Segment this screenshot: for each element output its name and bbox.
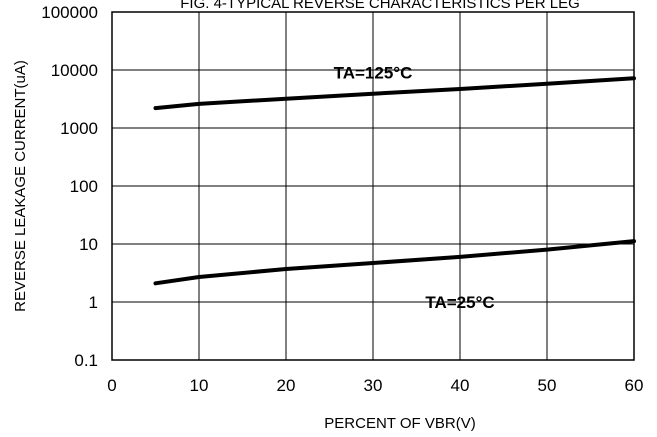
x-tick-label-40: 40 — [451, 376, 470, 395]
series-annotation-0: TA=125°C — [334, 64, 413, 83]
y-tick-label-0.1: 0.1 — [74, 351, 98, 370]
plot-frame — [111, 11, 635, 361]
x-tick-label-20: 20 — [277, 376, 296, 395]
x-tick-label-60: 60 — [625, 376, 644, 395]
y-tick-label-1000: 1000 — [60, 119, 98, 138]
series-layer — [153, 76, 636, 286]
x-axis-title: PERCENT OF VBR(V) — [324, 415, 475, 432]
y-tick-label-1: 1 — [89, 293, 98, 312]
chart-title: FIG. 4-TYPICAL REVERSE CHARACTERISTICS P… — [180, 0, 580, 12]
series-annotation-1: TA=25°C — [425, 293, 494, 312]
x-tick-label-10: 10 — [190, 376, 209, 395]
tick-labels: 0 10 20 30 40 50 60 0.1 1 10 100 1000 10000 100000 — [41, 3, 643, 395]
y-tick-label-100: 100 — [70, 177, 98, 196]
x-tick-label-30: 30 — [364, 376, 383, 395]
y-tick-label-100000: 100000 — [41, 3, 98, 22]
annotations: TA=125°C TA=25°C — [334, 64, 495, 312]
series-line-1 — [153, 239, 636, 286]
x-tick-label-0: 0 — [107, 376, 116, 395]
y-axis-title: REVERSE LEAKAGE CURRENT(uA) — [12, 60, 29, 312]
x-tick-label-50: 50 — [538, 376, 557, 395]
y-tick-label-10000: 10000 — [51, 61, 98, 80]
series-line-0 — [153, 76, 636, 111]
grid-layer — [112, 12, 634, 360]
y-tick-label-10: 10 — [79, 235, 98, 254]
